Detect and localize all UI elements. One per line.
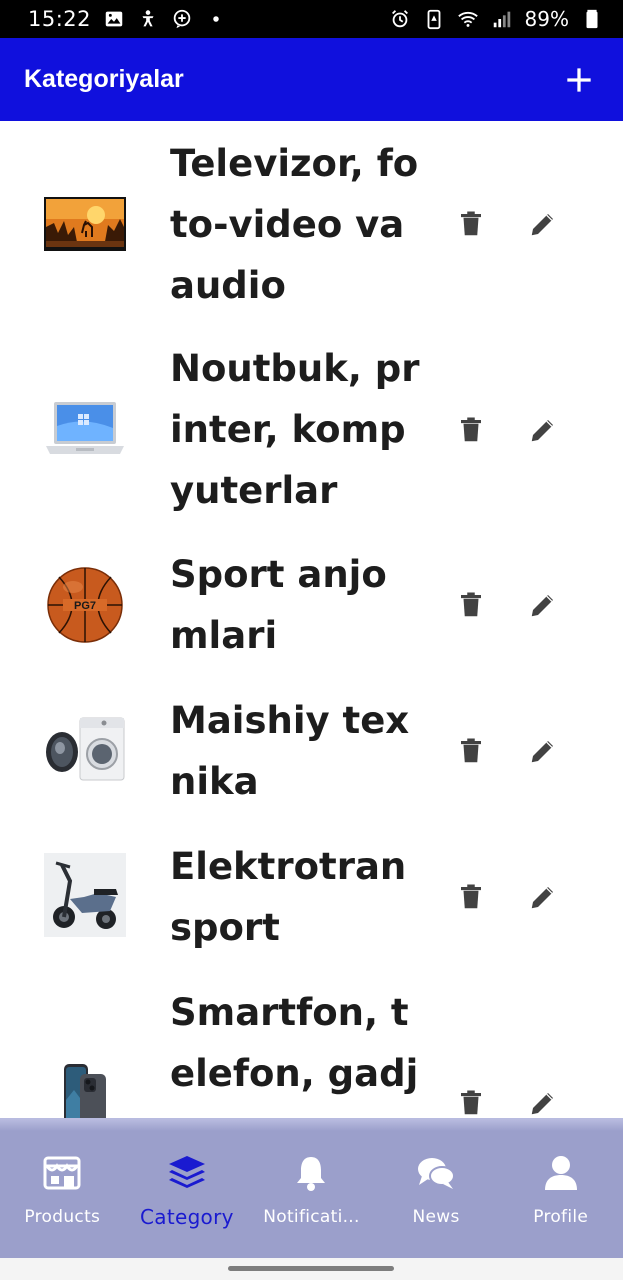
image-icon: [103, 8, 125, 30]
accessibility-icon: [137, 8, 159, 30]
category-name: Noutbuk, printer, kompyuterlar: [170, 347, 420, 512]
battery-icon: [581, 8, 603, 30]
nav-item-category[interactable]: Category: [125, 1119, 250, 1259]
category-row-electrotransport[interactable]: Elektrotransport: [0, 824, 623, 970]
nav-label: Category: [140, 1205, 234, 1229]
app-bar: Kategoriyalar: [0, 38, 623, 121]
pencil-icon: [531, 887, 553, 909]
messenger-icon: [171, 8, 193, 30]
edit-button[interactable]: [523, 204, 563, 244]
layers-icon: [165, 1153, 209, 1193]
wifi-icon: [457, 8, 479, 30]
category-row-smartphone[interactable]: Smartfon, telefon, gadjetlar: [0, 970, 623, 1118]
store-icon: [40, 1153, 84, 1193]
status-right: 89%: [389, 7, 603, 31]
page-title: Kategoriyalar: [24, 65, 184, 93]
nav-item-notifications[interactable]: Notificati...: [249, 1119, 374, 1259]
battery-saver-icon: [423, 8, 445, 30]
add-category-button[interactable]: [559, 60, 599, 100]
nav-item-profile[interactable]: Profile: [498, 1119, 623, 1259]
pencil-icon: [531, 420, 553, 442]
pencil-icon: [531, 214, 553, 236]
trash-icon: [461, 417, 481, 442]
delete-button[interactable]: [451, 204, 491, 244]
nav-label: Notificati...: [263, 1207, 360, 1227]
trash-icon: [461, 884, 481, 909]
category-row-appliances[interactable]: Maishiy texnika: [0, 678, 623, 824]
edit-button[interactable]: [523, 731, 563, 771]
bottom-nav: Products Category Notificati...: [0, 1118, 623, 1258]
signal-icon: [491, 8, 513, 30]
category-row-sport[interactable]: PG7 Sport anjomlari: [0, 532, 623, 678]
status-bar: 15:22 89%: [0, 0, 623, 38]
category-name: Maishiy texnika: [170, 699, 410, 803]
bell-icon: [289, 1153, 333, 1193]
pencil-icon: [531, 741, 553, 763]
delete-button[interactable]: [451, 1083, 491, 1118]
battery-percent: 89%: [524, 7, 569, 31]
nav-label: Profile: [533, 1207, 589, 1227]
category-row-tv[interactable]: Televizor, foto-video va audio: [0, 121, 623, 326]
trash-icon: [461, 1090, 481, 1115]
trash-icon: [461, 738, 481, 763]
alarm-icon: [389, 8, 411, 30]
electric-scooter-image: [44, 853, 126, 937]
pencil-icon: [531, 595, 553, 617]
plus-icon: [567, 67, 591, 92]
laptop-image: [44, 396, 126, 462]
smartphone-image: [44, 1060, 126, 1118]
delete-button[interactable]: [451, 877, 491, 917]
nav-item-news[interactable]: News: [374, 1119, 499, 1259]
category-name: Sport anjomlari: [170, 553, 387, 657]
edit-button[interactable]: [523, 410, 563, 450]
chat-bubbles-icon: [414, 1153, 458, 1193]
category-name: Televizor, foto-video va audio: [170, 142, 419, 307]
category-name: Smartfon, telefon, gadjetlar: [170, 991, 419, 1118]
trash-icon: [461, 592, 481, 617]
washing-machine-image: [44, 714, 126, 784]
tv-landscape-image: [44, 197, 126, 251]
category-list[interactable]: Televizor, foto-video va audio Noutbuk, …: [0, 121, 623, 1118]
status-time: 15:22: [28, 7, 92, 31]
edit-button[interactable]: [523, 585, 563, 625]
delete-button[interactable]: [451, 731, 491, 771]
home-indicator[interactable]: [228, 1266, 394, 1271]
delete-button[interactable]: [451, 410, 491, 450]
svg-text:PG7: PG7: [74, 600, 96, 612]
edit-button[interactable]: [523, 877, 563, 917]
basketball-image: PG7: [44, 565, 126, 645]
edit-button[interactable]: [523, 1083, 563, 1118]
gesture-bar: [0, 1258, 623, 1280]
pencil-icon: [531, 1093, 553, 1115]
category-name: Elektrotransport: [170, 845, 407, 949]
category-row-laptop[interactable]: Noutbuk, printer, kompyuterlar: [0, 326, 623, 532]
nav-label: News: [412, 1207, 460, 1227]
status-left: 15:22: [28, 7, 227, 31]
nav-label: Products: [24, 1207, 101, 1227]
nav-item-products[interactable]: Products: [0, 1119, 125, 1259]
trash-icon: [461, 211, 481, 236]
delete-button[interactable]: [451, 585, 491, 625]
dot-icon: [205, 8, 227, 30]
user-icon: [539, 1153, 583, 1193]
